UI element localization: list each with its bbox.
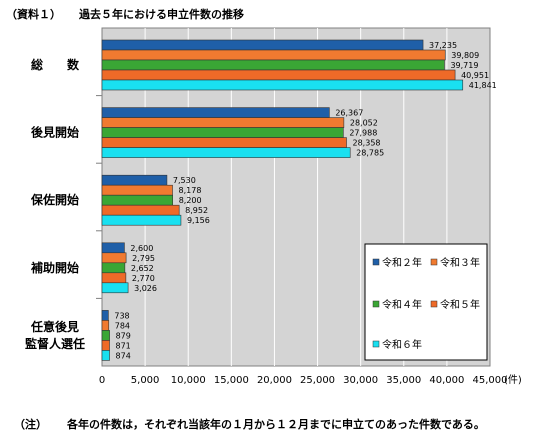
bar-value-label: 39,719: [450, 61, 478, 70]
legend-label: 令和６年: [382, 338, 422, 351]
bar-value-label: 2,652: [131, 264, 154, 273]
bar: [101, 204, 180, 216]
bar-value-label: 40,951: [461, 71, 489, 80]
bar-value-label: 3,026: [134, 284, 157, 293]
bar: [101, 330, 110, 341]
bar: [101, 69, 456, 81]
legend-swatch: [430, 258, 438, 266]
category-label: 保佐開始: [30, 192, 79, 207]
legend-swatch: [372, 300, 380, 308]
bar: [101, 147, 351, 158]
category-label: 任意後見: [30, 319, 79, 334]
bar-value-label: 784: [115, 321, 130, 330]
bar: [101, 137, 347, 148]
bar: [101, 272, 127, 284]
bar: [101, 127, 344, 138]
x-tick-label: 0: [99, 375, 105, 386]
bar: [101, 49, 446, 61]
bar: [101, 214, 182, 226]
bar-value-label: 41,841: [469, 81, 497, 90]
bar: [101, 184, 173, 196]
bar-value-label: 37,235: [429, 41, 457, 50]
x-tick-label: 10,000: [171, 375, 206, 386]
legend-box: [364, 243, 488, 361]
x-tick-label: 45,000: [473, 375, 508, 386]
bar-value-label: 8,178: [179, 186, 202, 195]
footnote-tag: （注）: [14, 418, 47, 431]
bar: [101, 310, 109, 321]
bar-value-label: 2,600: [130, 244, 153, 253]
x-tick-label: 25,000: [300, 375, 335, 386]
bar-value-label: 7,530: [173, 176, 196, 185]
bar-value-label: 2,795: [132, 254, 155, 263]
bar: [101, 59, 445, 71]
bar-value-label: 2,770: [132, 274, 155, 283]
category-label: 後見開始: [31, 125, 79, 140]
bar: [101, 117, 345, 128]
bar-value-label: 27,988: [349, 129, 377, 138]
bar-value-label: 39,809: [451, 51, 479, 60]
bar: [101, 242, 125, 254]
bar-value-label: 26,367: [335, 109, 363, 118]
bar-value-label: 738: [114, 311, 129, 320]
bar-value-label: 871: [116, 341, 131, 350]
bar-value-label: 28,052: [350, 119, 378, 128]
footnote: （注） 各年の件数は，それぞれ当該年の１月から１２月までに申立てのあった件数である…: [14, 416, 485, 432]
bar: [101, 39, 424, 51]
x-tick-label: 35,000: [386, 375, 421, 386]
footnote-text: 各年の件数は，それぞれ当該年の１月から１２月までに申立てのあった件数である。: [67, 418, 485, 431]
bar: [101, 340, 110, 351]
bar: [101, 252, 127, 264]
bar-value-label: 28,358: [353, 139, 381, 148]
legend-label: 令和２年: [382, 256, 422, 269]
bar-value-label: 8,200: [179, 196, 202, 205]
bar-value-label: 879: [116, 331, 131, 340]
bar: [101, 194, 174, 206]
bar-value-label: 874: [116, 351, 131, 360]
x-tick-label: 5,000: [131, 375, 160, 386]
bar-value-label: 9,156: [187, 216, 210, 225]
bar-value-label: 8,952: [185, 206, 208, 215]
bar: [101, 320, 110, 331]
bar: [101, 79, 464, 91]
category-label: 監督人選任: [25, 336, 85, 351]
bar: [101, 107, 330, 118]
bar: [101, 350, 110, 361]
x-tick-label: 15,000: [214, 375, 249, 386]
x-tick-label: 30,000: [343, 375, 378, 386]
bar-value-label: 28,785: [356, 149, 384, 158]
bar: [101, 262, 126, 274]
legend-swatch: [372, 340, 380, 348]
legend-swatch: [430, 300, 438, 308]
x-tick-label: 40,000: [429, 375, 464, 386]
bar: [101, 174, 168, 186]
category-label: 補助開始: [30, 260, 79, 275]
heading-title: 過去５年における申立件数の推移: [79, 8, 244, 21]
legend-swatch: [372, 258, 380, 266]
x-tick-label: 20,000: [257, 375, 292, 386]
legend-label: 令和３年: [440, 256, 480, 269]
category-label: 総 数: [31, 57, 80, 72]
legend-label: 令和４年: [382, 298, 422, 311]
x-unit-label: (件): [504, 374, 522, 386]
chart-heading: （資料１） 過去５年における申立件数の推移: [6, 6, 244, 22]
legend-label: 令和５年: [440, 298, 480, 311]
heading-tag: （資料１）: [6, 8, 61, 21]
bar: [101, 282, 129, 294]
